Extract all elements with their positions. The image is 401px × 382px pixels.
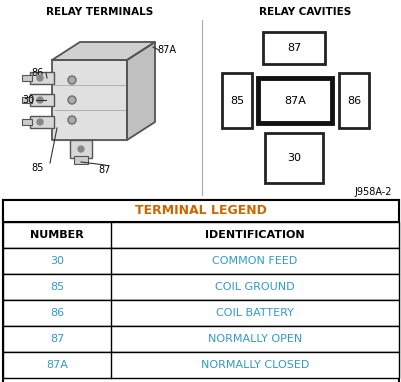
Text: 85: 85: [229, 96, 243, 105]
Bar: [3, 200, 398, 382]
Text: 85: 85: [32, 163, 44, 173]
Text: 87: 87: [99, 165, 111, 175]
Text: 86: 86: [50, 308, 64, 318]
Text: COMMON FEED: COMMON FEED: [212, 256, 297, 266]
Text: 86: 86: [346, 96, 360, 105]
Bar: [3, 222, 398, 248]
Circle shape: [37, 119, 43, 125]
Text: IDENTIFICATION: IDENTIFICATION: [205, 230, 304, 240]
Bar: [3, 300, 398, 326]
Bar: [338, 73, 368, 128]
Circle shape: [68, 96, 76, 104]
Text: COIL GROUND: COIL GROUND: [215, 282, 294, 292]
Text: RELAY CAVITIES: RELAY CAVITIES: [258, 7, 350, 17]
Bar: [257, 78, 331, 123]
Bar: [3, 274, 398, 300]
Text: 87: 87: [286, 43, 300, 53]
Text: COIL BATTERY: COIL BATTERY: [215, 308, 293, 318]
Circle shape: [68, 116, 76, 124]
Text: J958A-2: J958A-2: [354, 187, 391, 197]
Text: 87A: 87A: [157, 45, 176, 55]
Text: NORMALLY OPEN: NORMALLY OPEN: [207, 334, 302, 344]
Bar: [3, 326, 398, 352]
Circle shape: [78, 146, 84, 152]
Bar: [3, 200, 398, 222]
Bar: [262, 32, 324, 64]
Text: NORMALLY CLOSED: NORMALLY CLOSED: [200, 360, 308, 370]
Bar: [70, 140, 92, 158]
Polygon shape: [52, 42, 155, 60]
Text: 87A: 87A: [46, 360, 68, 370]
Circle shape: [68, 76, 76, 84]
Text: RELAY TERMINALS: RELAY TERMINALS: [46, 7, 153, 17]
Text: 85: 85: [50, 282, 64, 292]
Text: 30: 30: [50, 256, 64, 266]
Circle shape: [37, 97, 43, 103]
Bar: [3, 248, 398, 274]
Text: TERMINAL LEGEND: TERMINAL LEGEND: [135, 204, 266, 217]
Bar: [30, 94, 54, 106]
Bar: [30, 116, 54, 128]
Text: 87: 87: [50, 334, 64, 344]
Circle shape: [37, 75, 43, 81]
Text: NUMBER: NUMBER: [30, 230, 84, 240]
Bar: [22, 75, 32, 81]
Polygon shape: [127, 42, 155, 140]
Polygon shape: [52, 60, 127, 140]
Bar: [74, 156, 88, 164]
Bar: [3, 352, 398, 378]
Text: 30: 30: [22, 95, 34, 105]
Bar: [264, 133, 322, 183]
Text: 30: 30: [286, 153, 300, 163]
Bar: [221, 73, 251, 128]
Bar: [22, 97, 32, 103]
Bar: [30, 72, 54, 84]
Text: 86: 86: [32, 68, 44, 78]
Bar: [22, 119, 32, 125]
Text: 87A: 87A: [284, 96, 305, 105]
